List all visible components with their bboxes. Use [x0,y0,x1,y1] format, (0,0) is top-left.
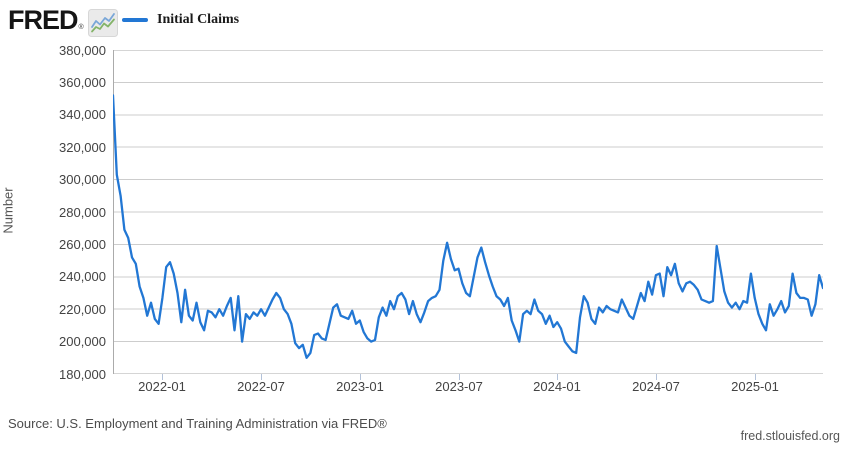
x-tick-mark [261,374,262,380]
x-tick-mark [162,374,163,380]
y-tick-label: 220,000 [59,301,106,317]
y-tick-label: 260,000 [59,236,106,252]
plot-area[interactable] [113,50,823,374]
y-tick-label: 340,000 [59,107,106,123]
x-tick-label: 2025-01 [731,379,779,394]
fred-logo-text: FRED [8,5,78,35]
x-tick-mark [755,374,756,380]
y-tick-label: 280,000 [59,204,106,220]
legend-series-label: Initial Claims [157,12,240,27]
y-tick-label: 320,000 [59,139,106,155]
x-tick-mark [360,374,361,380]
y-tick-label: 180,000 [59,366,106,382]
x-tick-label: 2023-07 [435,379,483,394]
y-tick-label: 380,000 [59,42,106,58]
x-tick-mark [557,374,558,380]
y-tick-label: 300,000 [59,172,106,188]
y-tick-label: 360,000 [59,74,106,90]
x-tick-label: 2022-01 [138,379,186,394]
x-tick-label: 2024-07 [632,379,680,394]
source-attribution: Source: U.S. Employment and Training Adm… [8,416,387,431]
chart-legend[interactable]: Initial Claims [122,12,239,28]
legend-line-swatch [122,18,148,22]
initial-claims-line[interactable] [113,94,823,359]
x-tick-label: 2022-07 [237,379,285,394]
y-tick-label: 200,000 [59,334,106,350]
y-tick-label: 240,000 [59,269,106,285]
y-axis-title: Number [0,187,16,234]
registered-mark: ® [78,24,84,31]
x-tick-mark [459,374,460,380]
sparkline-icon [87,9,118,42]
x-tick-label: 2024-01 [533,379,581,394]
x-tick-mark [656,374,657,380]
x-tick-label: 2023-01 [336,379,384,394]
fred-logo[interactable]: FRED ® [8,7,118,42]
fred-site-link[interactable]: fred.stlouisfed.org [740,429,840,443]
